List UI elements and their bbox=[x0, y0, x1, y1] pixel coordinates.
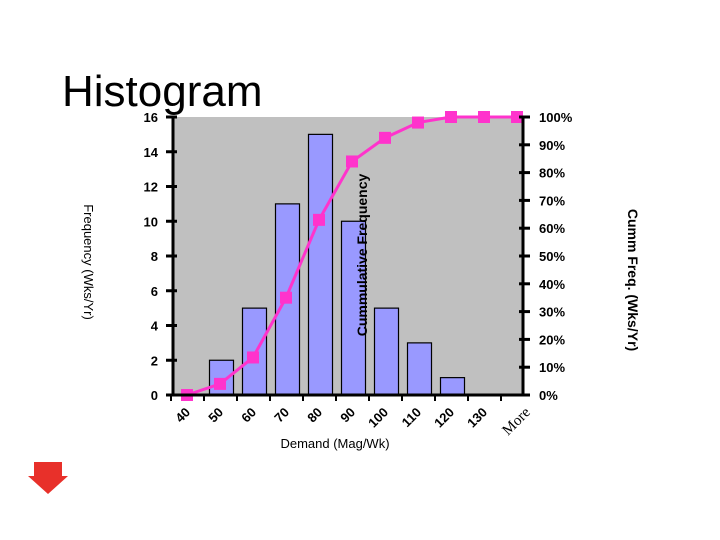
x-tick-label: 80 bbox=[304, 405, 325, 426]
bars bbox=[208, 133, 466, 396]
y-tick-label: 6 bbox=[151, 284, 158, 299]
x-tick-label: 70 bbox=[271, 405, 292, 426]
down-arrow-shape bbox=[28, 462, 68, 494]
cumulative-point-80 bbox=[313, 213, 325, 226]
cumulative-point-90 bbox=[346, 155, 358, 168]
x-tick-label: 50 bbox=[205, 405, 226, 426]
bar-90 bbox=[340, 220, 367, 396]
y-axis-title: Frequency (Wks/Yr) bbox=[81, 204, 96, 320]
y2-tick-label: 40% bbox=[539, 277, 565, 292]
y-tick-label: 8 bbox=[151, 249, 158, 264]
x-tick-label: 130 bbox=[464, 405, 490, 431]
x-tick-label: 40 bbox=[172, 405, 193, 426]
x-tick-label: 90 bbox=[337, 405, 358, 426]
cumulative-point-120 bbox=[445, 111, 457, 123]
y-tick-label: 4 bbox=[151, 319, 159, 334]
cumulative-frequency-label: Cummulative Frequency bbox=[354, 173, 370, 336]
x-tick-label: More bbox=[500, 404, 535, 439]
cumulative-point-70 bbox=[280, 291, 292, 304]
y2-tick-label: 100% bbox=[539, 110, 573, 125]
y-tick-label: 10 bbox=[144, 214, 158, 229]
slide-title: Histogram bbox=[62, 67, 263, 116]
y2-tick-label: 90% bbox=[539, 138, 565, 153]
y2-axis-title: Cumm Freq. (Wks/Yr) bbox=[625, 209, 641, 351]
y2-tick-label: 70% bbox=[539, 193, 565, 208]
cumulative-point-130 bbox=[478, 111, 490, 123]
x-tick-label: 120 bbox=[431, 405, 457, 431]
y2-tick-label: 80% bbox=[539, 166, 565, 181]
bar-120 bbox=[439, 377, 466, 396]
y2-tick-label: 60% bbox=[539, 221, 565, 236]
y-tick-label: 12 bbox=[144, 180, 158, 195]
cumulative-point-60 bbox=[247, 351, 259, 364]
bar-80 bbox=[307, 133, 334, 396]
cumulative-point-50 bbox=[214, 377, 226, 390]
x-tick-label: 60 bbox=[238, 405, 259, 426]
bar-110 bbox=[406, 342, 433, 396]
y-tick-label: 0 bbox=[151, 388, 158, 403]
y-tick-label: 14 bbox=[144, 145, 159, 160]
y2-tick-label: 30% bbox=[539, 305, 565, 320]
x-tick-label: 110 bbox=[399, 405, 424, 430]
y2-tick-label: 10% bbox=[539, 360, 565, 375]
cumulative-point-110 bbox=[412, 116, 424, 129]
cumulative-point-100 bbox=[379, 131, 391, 144]
x-axis-title: Demand (Mag/Wk) bbox=[280, 436, 389, 451]
y2-tick-label: 20% bbox=[539, 332, 565, 347]
y-tick-label: 16 bbox=[144, 110, 158, 125]
cumulative-line bbox=[181, 111, 523, 401]
y2-tick-label: 50% bbox=[539, 249, 565, 264]
x-tick-label: 100 bbox=[365, 405, 391, 431]
y-tick-label: 2 bbox=[151, 353, 158, 368]
bar-100 bbox=[373, 307, 400, 396]
cumulative-point-More bbox=[511, 111, 523, 123]
down-arrow-icon[interactable] bbox=[28, 462, 68, 494]
y2-tick-label: 0% bbox=[539, 388, 558, 403]
